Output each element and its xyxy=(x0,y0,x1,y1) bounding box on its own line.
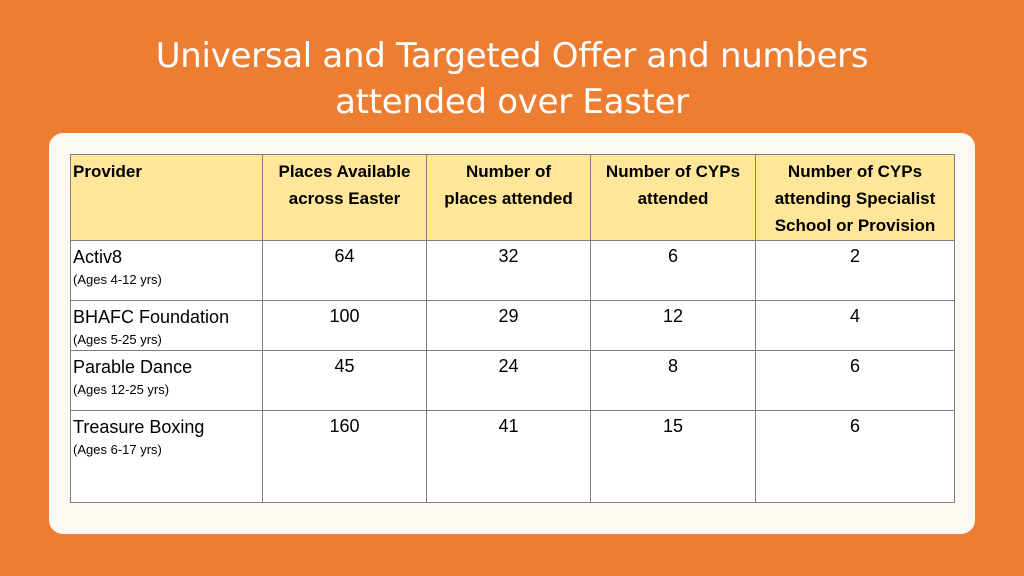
provider-cell: Parable Dance (Ages 12-25 yrs) xyxy=(70,350,263,411)
provider-name: Parable Dance xyxy=(73,357,193,377)
cyps-attended-cell: 8 xyxy=(590,350,756,411)
header-places-available: Places Available across Easter xyxy=(262,154,427,241)
cyps-attended-cell: 6 xyxy=(590,240,756,301)
cyps-attended-cell: 12 xyxy=(590,300,756,351)
table-row: Treasure Boxing (Ages 6-17 yrs) 160 41 1… xyxy=(70,410,955,503)
places-attended-cell: 24 xyxy=(426,350,591,411)
places-attended-cell: 32 xyxy=(426,240,591,301)
places-available-cell: 100 xyxy=(262,300,427,351)
table-row: Parable Dance (Ages 12-25 yrs) 45 24 8 6 xyxy=(70,350,955,411)
header-cyps-attended: Number of CYPs attended xyxy=(590,154,756,241)
provider-ages: (Ages 12-25 yrs) xyxy=(73,382,170,397)
header-cyps-specialist: Number of CYPs attending Specialist Scho… xyxy=(755,154,955,241)
provider-ages: (Ages 4-12 yrs) xyxy=(73,272,162,287)
attendance-table: Provider Places Available across Easter … xyxy=(70,154,955,503)
places-attended-cell: 41 xyxy=(426,410,591,503)
provider-name: Treasure Boxing xyxy=(73,417,205,437)
cyps-attended-cell: 15 xyxy=(590,410,756,503)
places-available-cell: 160 xyxy=(262,410,427,503)
provider-name: BHAFC Foundation xyxy=(73,307,230,327)
provider-cell: Treasure Boxing (Ages 6-17 yrs) xyxy=(70,410,263,503)
slide-title-line-1: Universal and Targeted Offer and numbers xyxy=(155,36,869,76)
cyps-specialist-cell: 6 xyxy=(755,350,955,411)
cyps-specialist-cell: 4 xyxy=(755,300,955,351)
table-header-row: Provider Places Available across Easter … xyxy=(70,154,955,241)
header-places-attended: Number of places attended xyxy=(426,154,591,241)
provider-name: Activ8 xyxy=(73,247,123,267)
places-available-cell: 64 xyxy=(262,240,427,301)
cyps-specialist-cell: 2 xyxy=(755,240,955,301)
table-row: BHAFC Foundation (Ages 5-25 yrs) 100 29 … xyxy=(70,300,955,351)
cyps-specialist-cell: 6 xyxy=(755,410,955,503)
provider-cell: Activ8 (Ages 4-12 yrs) xyxy=(70,240,263,301)
places-attended-cell: 29 xyxy=(426,300,591,351)
slide-title-line-2: attended over Easter xyxy=(335,82,689,122)
header-provider: Provider xyxy=(70,154,263,241)
provider-ages: (Ages 5-25 yrs) xyxy=(73,332,162,347)
slide-title: Universal and Targeted Offer and numbers… xyxy=(0,33,1024,125)
provider-ages: (Ages 6-17 yrs) xyxy=(73,442,162,457)
provider-cell: BHAFC Foundation (Ages 5-25 yrs) xyxy=(70,300,263,351)
table-row: Activ8 (Ages 4-12 yrs) 64 32 6 2 xyxy=(70,240,955,301)
places-available-cell: 45 xyxy=(262,350,427,411)
